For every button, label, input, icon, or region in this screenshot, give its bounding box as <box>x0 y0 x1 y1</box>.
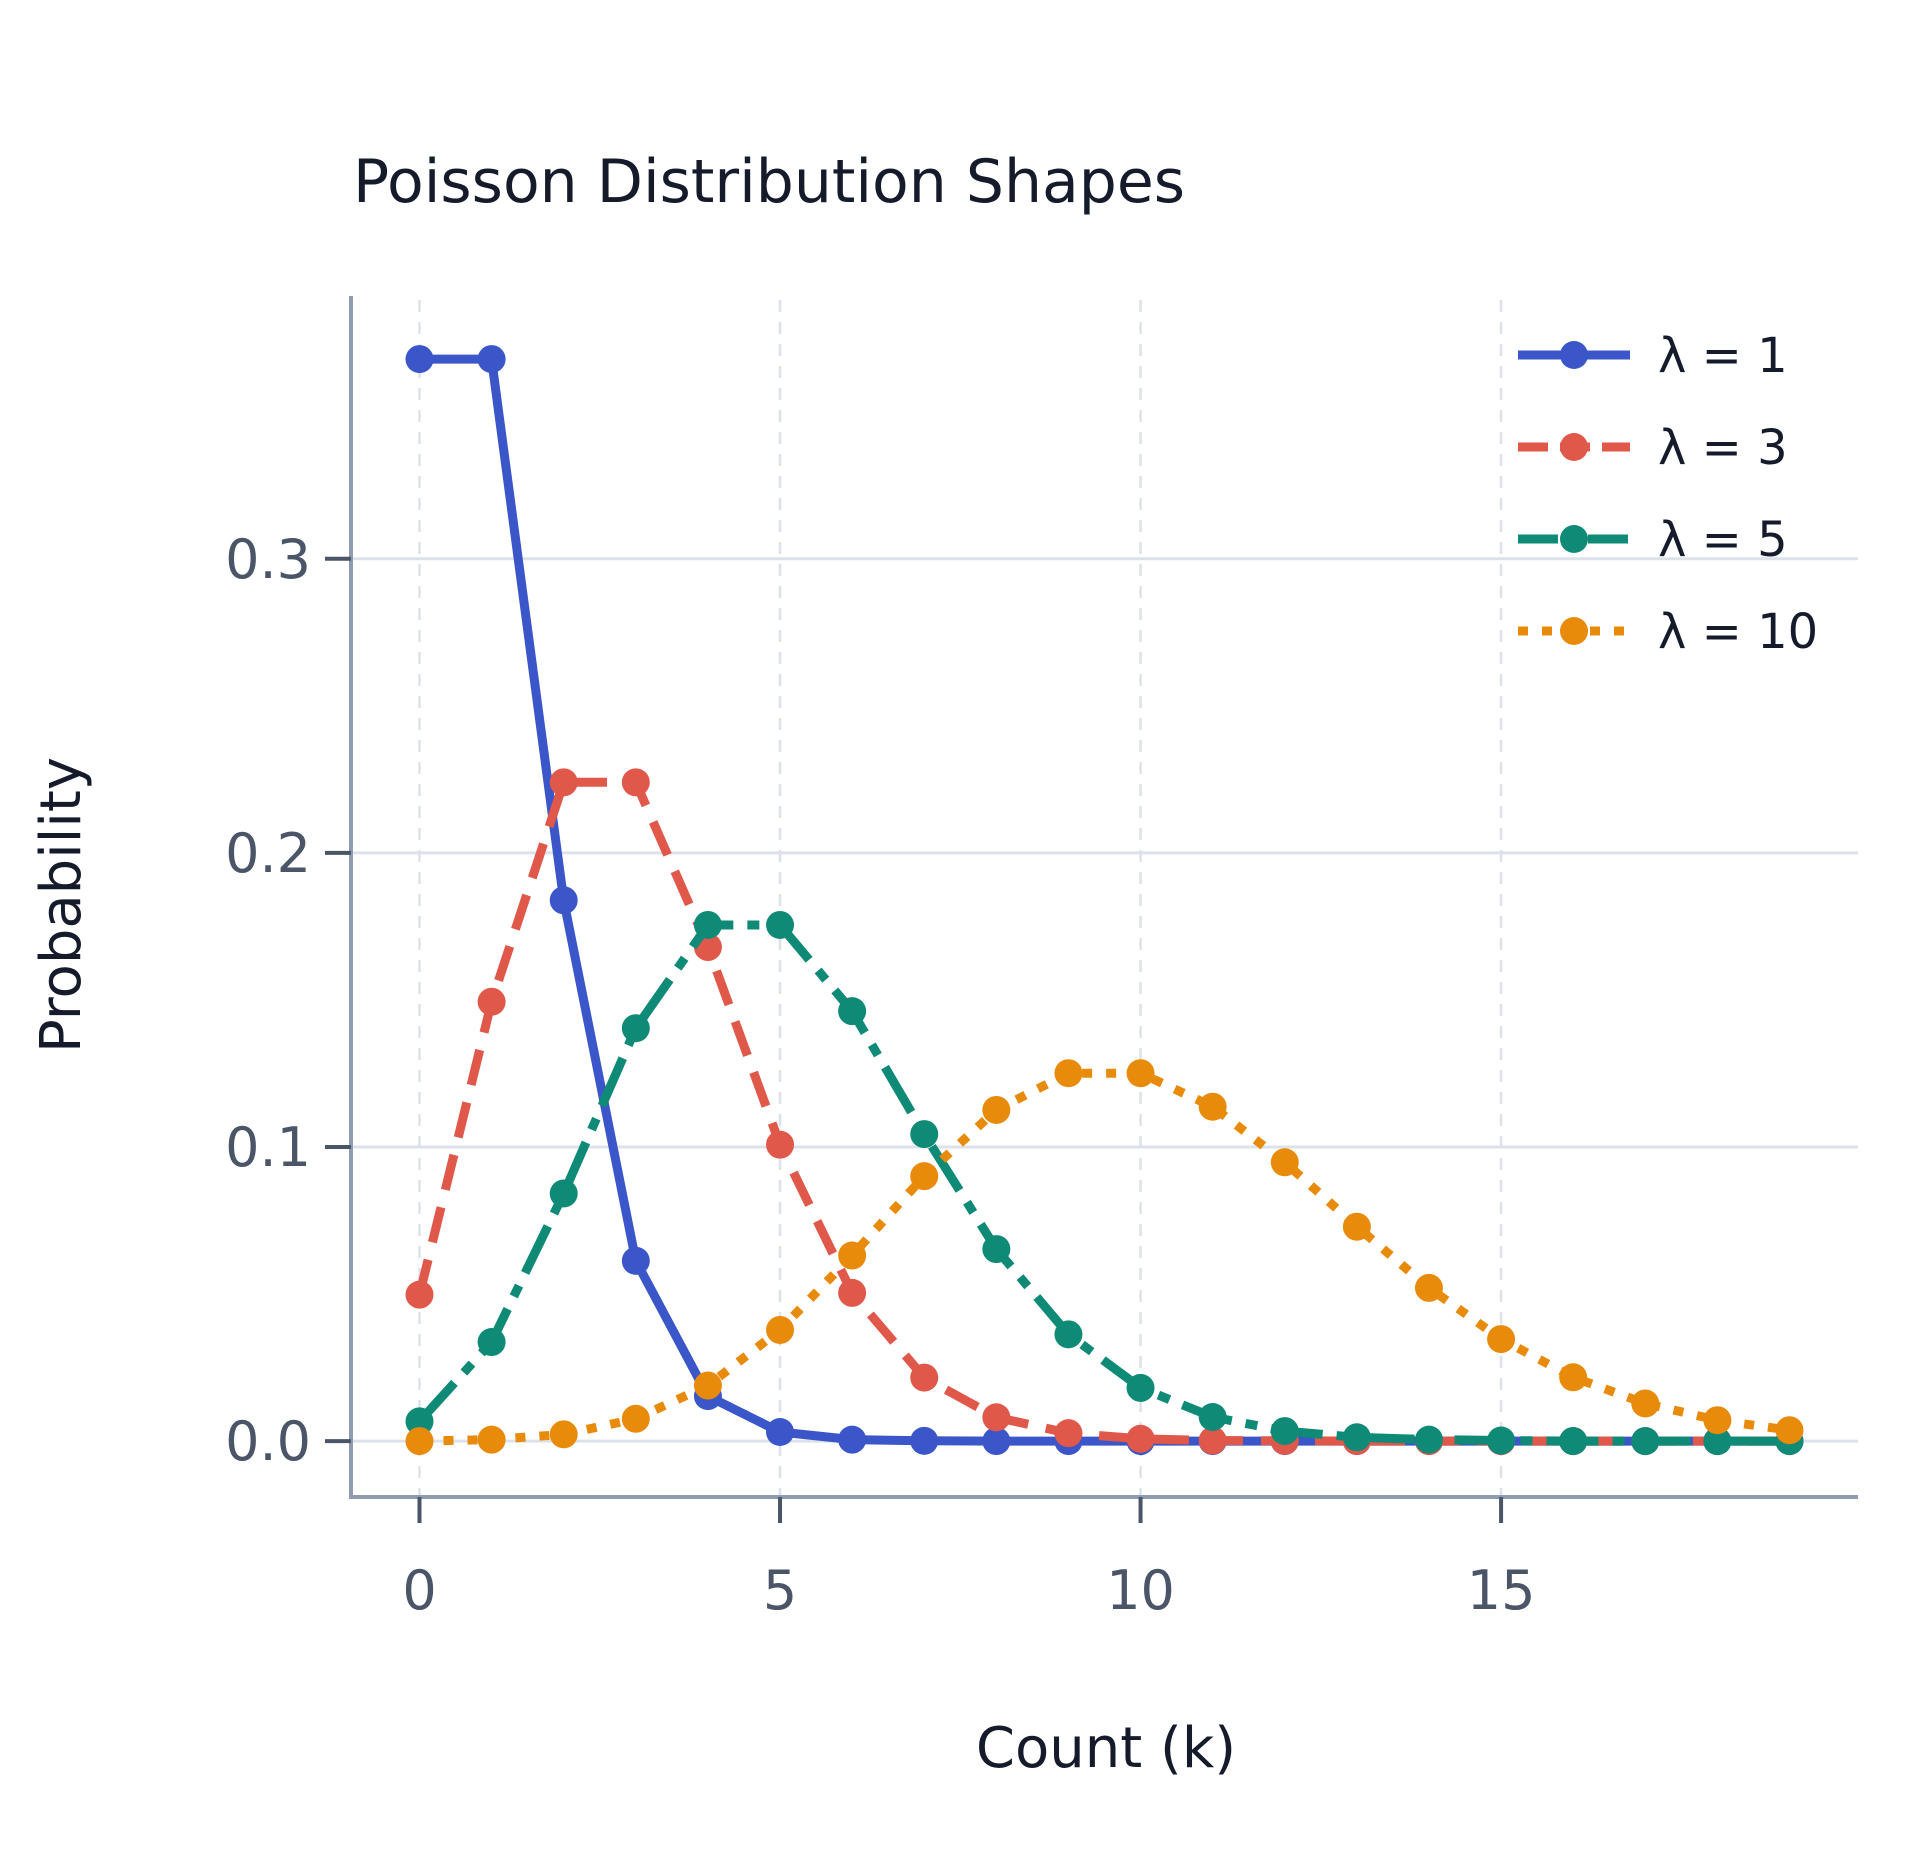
data-point <box>405 1280 434 1309</box>
data-point <box>405 1407 434 1436</box>
legend-marker <box>1560 525 1588 553</box>
x-tick-label: 10 <box>1106 1559 1175 1622</box>
data-point <box>910 1426 939 1455</box>
data-point <box>982 1235 1011 1264</box>
data-point <box>1054 1059 1083 1088</box>
data-point <box>1342 1212 1371 1241</box>
data-point <box>1198 1426 1227 1455</box>
data-point <box>1631 1389 1660 1418</box>
legend: λ = 1 λ = 3 λ = 5 λ = 10 <box>1518 328 1818 660</box>
data-point <box>1559 1427 1588 1456</box>
data-point <box>693 910 722 939</box>
legend-marker <box>1560 341 1588 369</box>
data-point <box>838 1241 867 1270</box>
data-point <box>1487 1426 1516 1455</box>
data-point <box>549 1179 578 1208</box>
data-point <box>1126 1424 1155 1453</box>
data-point <box>1487 1325 1516 1354</box>
data-point <box>1414 1273 1443 1302</box>
y-tick-label: 0.1 <box>225 1116 311 1179</box>
data-point <box>1126 1373 1155 1402</box>
x-tick-label: 5 <box>763 1559 797 1622</box>
data-point <box>621 1246 650 1275</box>
data-point <box>1054 1320 1083 1349</box>
legend-label: λ = 5 <box>1658 512 1788 568</box>
data-point <box>477 1328 506 1357</box>
data-point <box>910 1162 939 1191</box>
data-point <box>1198 1092 1227 1121</box>
data-point <box>405 1427 434 1456</box>
data-point <box>1198 1403 1227 1432</box>
data-point <box>1559 1363 1588 1392</box>
data-point <box>477 1425 506 1454</box>
y-axis-label: Probability <box>29 757 94 1053</box>
data-point <box>693 1371 722 1400</box>
data-point <box>766 1130 795 1159</box>
data-point <box>1631 1427 1660 1456</box>
data-point <box>621 768 650 797</box>
legend-marker <box>1560 617 1588 645</box>
data-point <box>1054 1419 1083 1448</box>
data-point <box>1342 1423 1371 1452</box>
data-point <box>549 1420 578 1449</box>
data-point <box>477 345 506 374</box>
data-point <box>766 910 795 939</box>
data-point <box>1126 1059 1155 1088</box>
data-point <box>549 768 578 797</box>
data-point <box>549 886 578 915</box>
data-point <box>838 1425 867 1454</box>
data-point <box>621 1014 650 1043</box>
legend-label: λ = 10 <box>1658 604 1818 660</box>
data-point <box>1703 1406 1732 1435</box>
data-point <box>766 1315 795 1344</box>
data-point <box>910 1363 939 1392</box>
data-point <box>477 987 506 1016</box>
data-point <box>982 1095 1011 1124</box>
data-point <box>1775 1416 1804 1445</box>
x-axis-label: Count (k) <box>976 1716 1236 1781</box>
data-point <box>405 345 434 374</box>
data-point <box>910 1120 939 1149</box>
y-tick-label: 0.2 <box>225 822 311 885</box>
chart-title: Poisson Distribution Shapes <box>353 147 1185 217</box>
legend-label: λ = 1 <box>1658 328 1788 384</box>
x-tick-label: 0 <box>402 1559 436 1622</box>
y-tick-label: 0.3 <box>225 528 311 591</box>
data-point <box>982 1403 1011 1432</box>
legend-label: λ = 3 <box>1658 420 1788 476</box>
data-point <box>982 1427 1011 1456</box>
data-point <box>621 1404 650 1433</box>
data-point <box>1414 1425 1443 1454</box>
legend-marker <box>1560 433 1588 461</box>
data-point <box>838 997 867 1026</box>
x-tick-label: 15 <box>1467 1559 1536 1622</box>
data-point <box>1270 1417 1299 1446</box>
data-point <box>838 1278 867 1307</box>
data-point <box>1703 1427 1732 1456</box>
plot-area: 0.0 0.1 0.2 0.3 0 5 10 15 <box>225 296 1858 1622</box>
data-point <box>766 1418 795 1447</box>
y-tick-label: 0.0 <box>225 1410 311 1473</box>
data-point <box>1270 1148 1299 1177</box>
